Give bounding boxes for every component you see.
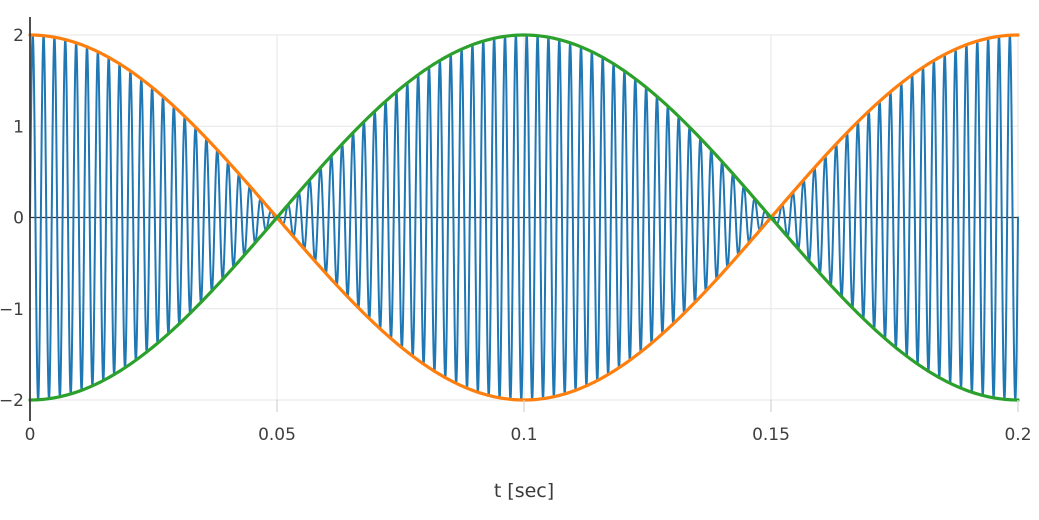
y-tick-label: −1 (0, 300, 24, 320)
y-tick-label: 1 (13, 117, 24, 137)
x-tick-label: 0.2 (1004, 425, 1031, 445)
x-axis-label: t [sec] (494, 480, 554, 502)
x-tick-label: 0.05 (258, 425, 296, 445)
x-tick-label: 0.15 (752, 425, 790, 445)
x-tick-label: 0.1 (510, 425, 537, 445)
lower-envelope-line (28, 33, 1020, 402)
beat-signal-line (29, 34, 1019, 401)
y-tick-label: 0 (13, 209, 24, 229)
y-tick-label: −2 (0, 391, 24, 411)
y-tick-label: 2 (13, 26, 24, 46)
tick-layer: 0 0.05 0.1 0.15 0.2 2 1 0 −1 −2 (0, 26, 1032, 445)
x-tick-label: 0 (25, 425, 36, 445)
